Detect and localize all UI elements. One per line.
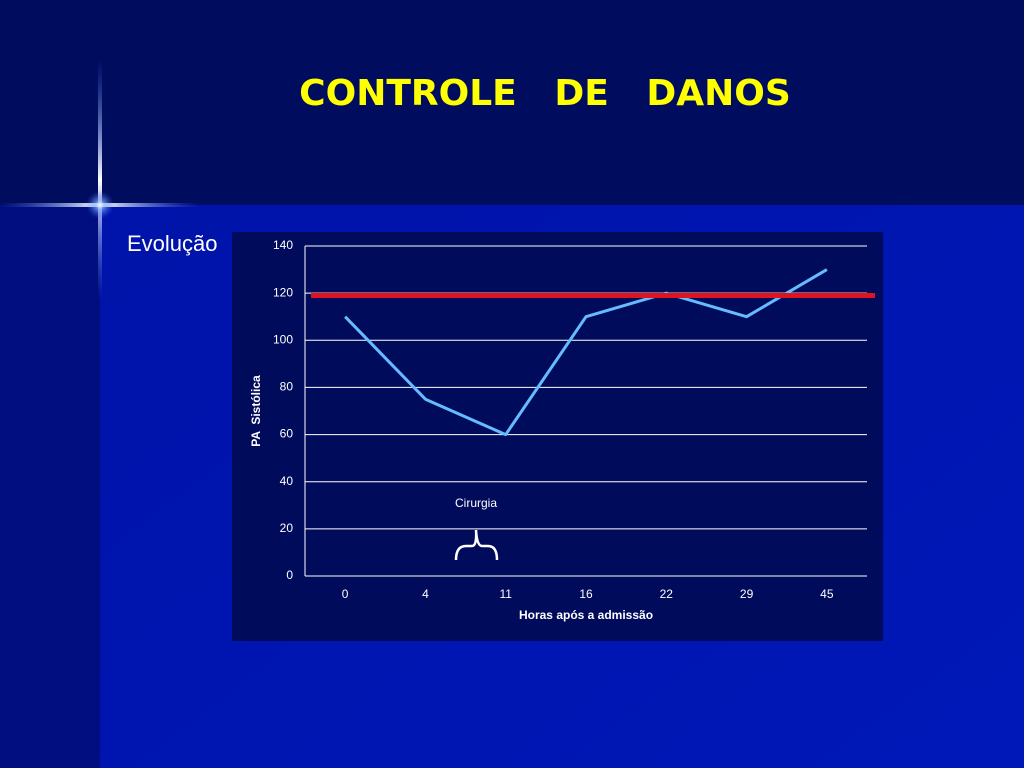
y-tick-label: 140 (273, 238, 293, 252)
y-tick-label: 100 (273, 332, 293, 346)
x-tick-label: 45 (820, 587, 834, 601)
x-tick-label: 11 (499, 587, 512, 601)
x-tick-label: 22 (660, 587, 674, 601)
x-tick-label: 0 (342, 587, 349, 601)
header-band (0, 0, 1024, 205)
left-band (0, 205, 100, 768)
x-tick-label: 29 (740, 587, 754, 601)
y-tick-label: 40 (280, 474, 294, 488)
y-axis-label: PA Sistólica (249, 375, 263, 447)
x-tick-label: 4 (422, 587, 429, 601)
y-tick-label: 60 (280, 427, 294, 441)
y-tick-label: 0 (286, 568, 293, 582)
brace (454, 529, 499, 561)
flare (86, 191, 114, 219)
y-tick-label: 20 (280, 521, 294, 535)
flare (98, 60, 102, 300)
x-tick-label: 16 (579, 587, 593, 601)
subtitle: Evolução (127, 231, 218, 256)
data-line (344, 268, 828, 437)
annotation: Cirurgia (455, 496, 497, 510)
x-axis-label: Horas após a admissão (519, 608, 653, 622)
slide-title: CONTROLE DE DANOS (299, 73, 791, 114)
y-tick-label: 120 (273, 285, 293, 299)
y-tick-label: 80 (280, 380, 294, 394)
